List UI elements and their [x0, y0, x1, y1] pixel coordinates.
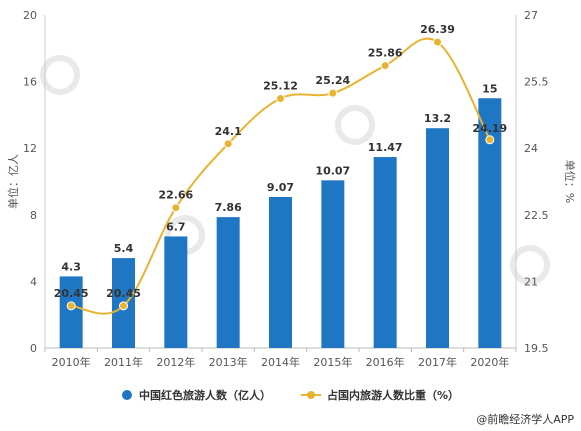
bar-value-label: 6.7 — [166, 220, 186, 233]
line-value-label: 25.12 — [263, 79, 298, 92]
x-tick-label: 2013年 — [209, 355, 248, 369]
line-value-label: 25.86 — [368, 47, 403, 60]
bar-value-label: 13.2 — [424, 112, 451, 125]
bar — [164, 236, 188, 348]
x-tick-label: 2010年 — [52, 355, 91, 369]
y-right-tick-label: 21 — [524, 275, 538, 288]
x-tick-label: 2017年 — [418, 355, 457, 369]
y-right-tick-label: 19.5 — [524, 342, 549, 355]
x-tick-label: 2012年 — [156, 355, 195, 369]
watermark-logo — [335, 105, 375, 145]
bar — [426, 128, 449, 348]
line-value-label: 20.45 — [106, 287, 141, 300]
line-value-label: 24.19 — [472, 122, 507, 135]
x-tick-label: 2016年 — [366, 355, 405, 369]
bar-value-label: 9.07 — [267, 181, 294, 194]
line-point — [485, 135, 495, 145]
bar — [478, 98, 502, 348]
bar-value-label: 10.07 — [315, 164, 350, 177]
bar-value-label: 7.86 — [215, 201, 242, 214]
x-tick-label: 2020年 — [470, 355, 509, 369]
line-series: 20.45 20.45 22.66 24.1 25.12 25.24 25.86 26.39 2… — [54, 23, 507, 315]
y-axis-right: 19.5 21 22.5 24 25.5 27 — [515, 9, 549, 355]
x-tick-label: 2015年 — [313, 355, 352, 369]
line-point — [223, 139, 233, 149]
bar-value-label: 5.4 — [114, 242, 134, 255]
line-point — [276, 93, 285, 103]
y-right-tick-label: 24 — [524, 142, 538, 155]
source-credit: @前瞻经济学人APP — [476, 412, 574, 426]
line-value-label: 20.45 — [54, 287, 89, 300]
bar — [373, 157, 397, 348]
bar — [269, 196, 292, 348]
y-left-tick-label: 12 — [23, 142, 37, 155]
y-left-tick-label: 20 — [23, 9, 37, 22]
line-value-label: 24.1 — [215, 125, 242, 138]
line-point — [66, 301, 76, 311]
y-left-tick-label: 0 — [30, 342, 37, 355]
x-tick-label: 2014年 — [261, 355, 300, 369]
line-value-label: 25.24 — [315, 74, 350, 87]
line-point — [433, 37, 442, 47]
line-point — [328, 88, 338, 98]
line-value-label: 22.66 — [158, 189, 193, 202]
x-tick-label: 2011年 — [104, 355, 143, 369]
y-right-tick-label: 22.5 — [524, 209, 549, 222]
legend-bar-label: 中国红色旅游人数（亿人） — [139, 388, 271, 402]
y-axis-right-title: 单位：% — [563, 160, 577, 203]
y-left-tick-label: 16 — [23, 76, 37, 89]
line-point — [171, 203, 181, 213]
watermark-logo — [40, 55, 80, 95]
bar — [321, 180, 345, 348]
bar-value-label: 15 — [482, 82, 497, 95]
y-left-tick-label: 8 — [30, 209, 37, 222]
x-axis: 2010年 2011年 2012年 2013年 2014年 2015年 2016年 2017年… — [44, 347, 517, 369]
bar — [216, 217, 240, 348]
line-value-label: 26.39 — [420, 23, 455, 36]
y-right-tick-label: 25.5 — [524, 76, 549, 89]
y-left-tick-label: 4 — [30, 275, 37, 288]
legend-line-label: 占国内旅游人数比重（%） — [327, 388, 459, 402]
watermark-logo — [510, 245, 550, 285]
y-axis-left: 0 4 8 12 16 20 — [23, 9, 46, 355]
legend-bar-marker — [122, 390, 132, 400]
legend-line-marker — [307, 391, 315, 399]
line-point — [380, 61, 390, 71]
bar-value-label: 11.47 — [368, 141, 403, 154]
line-point — [119, 301, 128, 311]
bar — [59, 276, 83, 348]
legend: 中国红色旅游人数（亿人） 占国内旅游人数比重（%） — [122, 388, 459, 402]
y-axis-left-title: 单位：亿人 — [6, 154, 20, 209]
bar-value-label: 4.3 — [61, 260, 81, 273]
y-right-tick-label: 27 — [524, 9, 538, 22]
